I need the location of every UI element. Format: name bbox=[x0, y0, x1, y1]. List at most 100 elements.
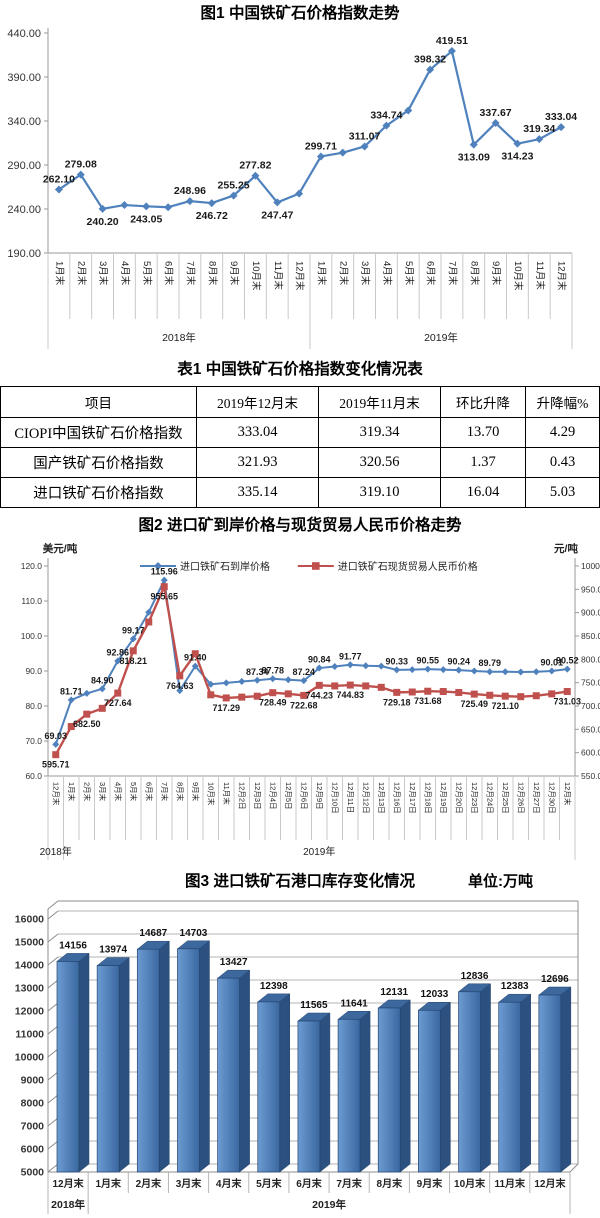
data-label: 728.49 bbox=[259, 698, 287, 708]
data-point-square bbox=[67, 723, 75, 731]
data-point-diamond bbox=[269, 675, 277, 683]
data-label: 87.78 bbox=[261, 665, 284, 675]
data-label: 319.34 bbox=[523, 123, 555, 135]
fig3-category-axis: 12月末 1月末 2月末 3月末 4月末 5月末 6月末 7月末 8月末 9月末 10月末 11月末 1… bbox=[47, 1172, 571, 1214]
month-axis-label: 5月末 bbox=[403, 261, 415, 286]
bar-front-face bbox=[96, 965, 120, 1173]
fig3-bars bbox=[56, 940, 572, 1173]
left-axis-unit-label: 美元/吨 bbox=[43, 542, 78, 555]
data-label: 87.34 bbox=[246, 667, 269, 677]
month-axis-label: 7月末 bbox=[184, 261, 196, 286]
y-axis-tick-label: 60.0 bbox=[25, 771, 42, 781]
data-point-diamond bbox=[176, 687, 184, 695]
month-axis-label: 12月23日 bbox=[470, 782, 479, 814]
data-label: 248.96 bbox=[174, 185, 206, 197]
data-point-diamond bbox=[300, 677, 308, 685]
data-label: 90.55 bbox=[416, 656, 439, 666]
data-point-square bbox=[284, 690, 292, 698]
data-point-diamond bbox=[404, 106, 413, 115]
month-axis-label: 12月12日 bbox=[361, 782, 370, 814]
bar-front-face bbox=[56, 961, 80, 1173]
data-point-diamond bbox=[447, 47, 456, 56]
month-axis-label: 1月末 bbox=[315, 261, 327, 286]
month-axis-label: 6月末 bbox=[425, 261, 437, 286]
table-header-cell: 项目 bbox=[0, 386, 197, 418]
data-label: 744.23 bbox=[305, 690, 333, 700]
value-cell: 5.03 bbox=[525, 477, 600, 508]
data-point-diamond bbox=[535, 135, 544, 144]
fig3-value-labels: 14156 13974 14687 14703 13427 12398 11565 11641… bbox=[59, 928, 569, 1011]
bar-front-face bbox=[136, 948, 160, 1173]
bar-front-face bbox=[217, 977, 240, 1173]
bar-front-face bbox=[257, 1001, 281, 1173]
table1-title: 表1 中国铁矿石价格指数变化情况表 bbox=[177, 361, 423, 378]
y-axis-tick-label: 650.0 bbox=[581, 724, 600, 734]
year-group-label: 2018年 bbox=[162, 331, 196, 344]
data-point-square bbox=[269, 689, 277, 697]
data-label: 90.01 bbox=[540, 657, 563, 667]
data-point-square bbox=[191, 650, 199, 658]
data-point-diamond bbox=[517, 668, 525, 676]
bar-front-face bbox=[377, 1007, 401, 1173]
bar-front-face bbox=[418, 1009, 441, 1173]
month-axis-label: 12月6日 bbox=[299, 782, 308, 810]
figure3-title: 图3 进口铁矿石港口库存变化情况 单位:万吨 bbox=[0, 872, 600, 892]
bar-side-face bbox=[399, 999, 411, 1173]
year-group-label: 2019年 bbox=[312, 1198, 346, 1211]
row-label-cell: CIOPI中国铁矿石价格指数 bbox=[0, 417, 197, 448]
data-label: 725.49 bbox=[460, 699, 488, 709]
y-axis-tick-label: 120.0 bbox=[21, 561, 43, 571]
figure2-title: 图2 进口矿到岸价格与现货贸易人民币价格走势 bbox=[138, 517, 462, 534]
data-point-diamond bbox=[154, 562, 162, 570]
bar-side-face bbox=[159, 940, 170, 1173]
month-axis-label: 5月末 bbox=[129, 782, 139, 802]
value-cell: 319.34 bbox=[318, 417, 441, 448]
data-point-square bbox=[563, 688, 571, 696]
month-axis-label: 12月末 bbox=[294, 261, 306, 291]
data-point-diamond bbox=[470, 667, 478, 675]
data-label: 262.10 bbox=[43, 174, 75, 186]
bar-side-face bbox=[440, 1001, 451, 1173]
fig2-axes: 美元/吨 元/吨 120.0 110.0 100.0 90.0 80.0 70.0 60.0 10… bbox=[21, 542, 600, 781]
row-label-cell: 国产铁矿石价格指数 bbox=[0, 447, 197, 478]
figure2-import-price-chart: 美元/吨 元/吨 120.0 110.0 100.0 90.0 80.0 70.0 60.0 10… bbox=[21, 542, 600, 860]
bar-side-face bbox=[560, 986, 572, 1173]
month-axis-label: 6月末 bbox=[296, 1177, 323, 1190]
data-point-diamond bbox=[229, 191, 238, 200]
fig2-legend: 进口铁矿石到岸价格 进口铁矿石现货贸易人民币价格 bbox=[140, 560, 478, 573]
data-point-square bbox=[222, 694, 230, 702]
data-label: 398.32 bbox=[414, 54, 446, 66]
data-label: 243.05 bbox=[130, 213, 162, 225]
table-row: 国产铁矿石价格指数 321.93 320.56 1.37 0.43 bbox=[0, 447, 600, 478]
data-label: 90.52 bbox=[556, 656, 579, 666]
table-header-cell: 2019年12月末 bbox=[196, 386, 319, 418]
month-axis-label: 12月18日 bbox=[423, 782, 432, 814]
y-axis-tick-label: 800.0 bbox=[581, 654, 600, 664]
y-axis-tick-label: 10000 bbox=[15, 1052, 44, 1064]
fig2-data-labels: 69.03 81.71 84.90 92.86 99.17 115.96 91.40 87.3… bbox=[42, 567, 581, 770]
data-point-diamond bbox=[54, 185, 63, 194]
y-axis-tick-label: 190.00 bbox=[7, 248, 41, 260]
data-point-square bbox=[312, 562, 320, 570]
data-label: 721.10 bbox=[491, 701, 519, 711]
y-axis-tick-label: 13000 bbox=[15, 983, 44, 995]
value-cell: 321.93 bbox=[196, 447, 319, 478]
month-axis-label: 8月末 bbox=[206, 261, 218, 286]
data-label: 99.17 bbox=[122, 625, 145, 635]
data-point-diamond bbox=[98, 685, 106, 693]
month-axis-label: 12月9日 bbox=[315, 782, 324, 810]
y-axis-tick-label: 240.00 bbox=[7, 204, 41, 216]
data-label: 12696 bbox=[541, 974, 569, 985]
data-point-square bbox=[517, 693, 525, 701]
y-axis-tick-label: 110.0 bbox=[21, 596, 42, 606]
month-axis-label: 10月末 bbox=[206, 782, 216, 806]
data-label: 255.25 bbox=[218, 180, 250, 192]
year-group-label: 2018年 bbox=[40, 845, 72, 858]
y-axis-tick-label: 9000 bbox=[21, 1075, 45, 1087]
y-axis-tick-label: 340.00 bbox=[7, 116, 41, 128]
data-point-square bbox=[160, 583, 168, 591]
bar-front-face bbox=[498, 1001, 522, 1173]
data-point-square bbox=[486, 691, 494, 699]
month-axis-label: 12月2日 bbox=[237, 782, 246, 810]
data-label: 91.40 bbox=[184, 653, 207, 663]
